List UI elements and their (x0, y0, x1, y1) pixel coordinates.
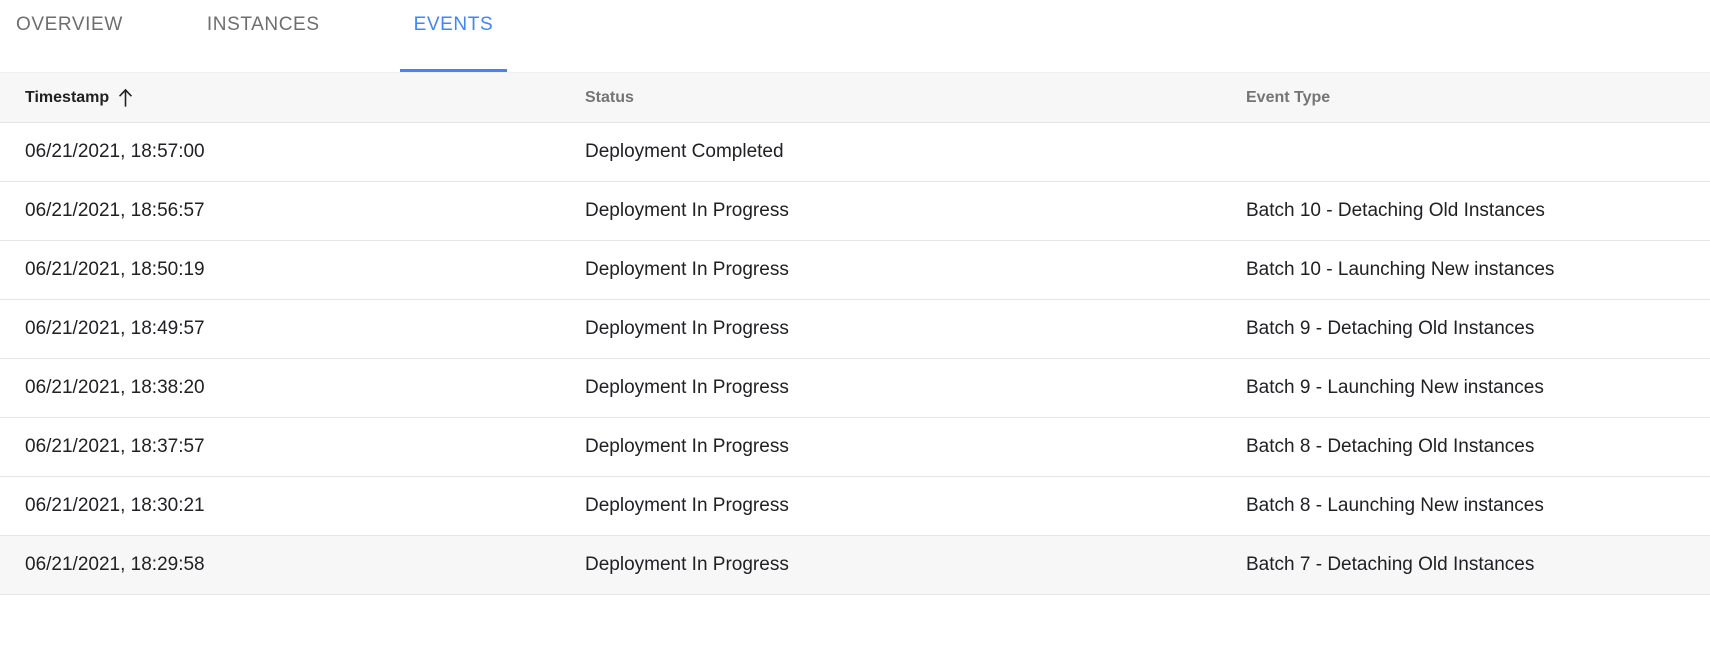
cell-timestamp: 06/21/2021, 18:29:58 (0, 535, 580, 595)
cell-timestamp-text: 06/21/2021, 18:29:58 (25, 554, 205, 575)
column-header-event-type-label: Event Type (1246, 88, 1331, 106)
cell-status-text: Deployment In Progress (585, 436, 789, 457)
cell-timestamp-text: 06/21/2021, 18:38:20 (25, 377, 205, 398)
arrow-up-icon (118, 88, 133, 107)
tab-instances-label: INSTANCES (206, 13, 320, 35)
tab-events[interactable]: EVENTS (399, 0, 508, 72)
cell-timestamp-text: 06/21/2021, 18:57:00 (25, 141, 205, 162)
tab-overview[interactable]: OVERVIEW (2, 0, 137, 72)
cell-status-text: Deployment In Progress (585, 377, 789, 398)
cell-event-type-text: Batch 8 - Launching New instances (1246, 495, 1544, 516)
cell-status-text: Deployment In Progress (585, 554, 789, 575)
column-header-status[interactable]: Status (580, 72, 1243, 123)
cell-timestamp-text: 06/21/2021, 18:49:57 (25, 318, 205, 339)
cell-event-type-text: Batch 7 - Detaching Old Instances (1246, 554, 1535, 575)
cell-event-type-text: Batch 9 - Launching New instances (1246, 377, 1544, 398)
cell-status: Deployment In Progress (580, 535, 1243, 595)
cell-event-type: Batch 9 - Launching New instances (1243, 358, 1710, 418)
table-row[interactable]: 06/21/2021, 18:56:57 Deployment In Progr… (0, 181, 1710, 241)
cell-status-text: Deployment Completed (585, 141, 784, 162)
cell-timestamp: 06/21/2021, 18:38:20 (0, 358, 580, 418)
table-row[interactable]: 06/21/2021, 18:57:00 Deployment Complete… (0, 122, 1710, 182)
cell-timestamp-text: 06/21/2021, 18:30:21 (25, 495, 205, 516)
cell-status: Deployment Completed (580, 122, 1243, 182)
tab-events-underline (399, 69, 508, 72)
cell-timestamp: 06/21/2021, 18:50:19 (0, 240, 580, 300)
cell-status: Deployment In Progress (580, 240, 1243, 300)
cell-event-type: Batch 9 - Detaching Old Instances (1243, 299, 1710, 359)
cell-timestamp: 06/21/2021, 18:30:21 (0, 476, 580, 536)
cell-status-text: Deployment In Progress (585, 259, 789, 280)
cell-event-type: Batch 8 - Launching New instances (1243, 476, 1710, 536)
cell-timestamp: 06/21/2021, 18:56:57 (0, 181, 580, 241)
cell-event-type: Batch 8 - Detaching Old Instances (1243, 417, 1710, 477)
column-header-timestamp-label: Timestamp (25, 88, 110, 106)
cell-event-type: Batch 10 - Launching New instances (1243, 240, 1710, 300)
table-row[interactable]: 06/21/2021, 18:30:21 Deployment In Progr… (0, 476, 1710, 536)
tab-events-label: EVENTS (413, 13, 494, 35)
table-row[interactable]: 06/21/2021, 18:37:57 Deployment In Progr… (0, 417, 1710, 477)
cell-status: Deployment In Progress (580, 358, 1243, 418)
cell-timestamp-text: 06/21/2021, 18:56:57 (25, 200, 205, 221)
cell-event-type-text: Batch 10 - Launching New instances (1246, 259, 1555, 280)
table-row[interactable]: 06/21/2021, 18:38:20 Deployment In Progr… (0, 358, 1710, 418)
column-header-timestamp[interactable]: Timestamp (0, 72, 580, 123)
cell-event-type-text: Batch 10 - Detaching Old Instances (1246, 200, 1545, 221)
events-table-head: Timestamp Status Event Type (0, 72, 1710, 123)
cell-status: Deployment In Progress (580, 417, 1243, 477)
table-row[interactable]: 06/21/2021, 18:49:57 Deployment In Progr… (0, 299, 1710, 359)
cell-timestamp-text: 06/21/2021, 18:50:19 (25, 259, 205, 280)
cell-status: Deployment In Progress (580, 476, 1243, 536)
events-table-body: 06/21/2021, 18:57:00 Deployment Complete… (0, 122, 1710, 595)
table-header-row: Timestamp Status Event Type (0, 72, 1710, 123)
cell-event-type-text: Batch 8 - Detaching Old Instances (1246, 436, 1535, 457)
cell-status-text: Deployment In Progress (585, 318, 789, 339)
column-header-event-type[interactable]: Event Type (1243, 72, 1710, 123)
cell-status: Deployment In Progress (580, 181, 1243, 241)
cell-event-type-text: Batch 9 - Detaching Old Instances (1246, 318, 1535, 339)
cell-timestamp: 06/21/2021, 18:57:00 (0, 122, 580, 182)
cell-event-type: Batch 10 - Detaching Old Instances (1243, 181, 1710, 241)
cell-status: Deployment In Progress (580, 299, 1243, 359)
cell-status-text: Deployment In Progress (585, 495, 789, 516)
cell-timestamp: 06/21/2021, 18:49:57 (0, 299, 580, 359)
cell-event-type (1243, 122, 1710, 182)
cell-status-text: Deployment In Progress (585, 200, 789, 221)
column-header-status-label: Status (585, 88, 634, 106)
table-row[interactable]: 06/21/2021, 18:29:58 Deployment In Progr… (0, 535, 1710, 595)
cell-timestamp: 06/21/2021, 18:37:57 (0, 417, 580, 477)
table-row[interactable]: 06/21/2021, 18:50:19 Deployment In Progr… (0, 240, 1710, 300)
events-table: Timestamp Status Event Type (0, 72, 1710, 595)
tab-overview-label: OVERVIEW (16, 13, 123, 35)
tab-instances[interactable]: INSTANCES (193, 0, 334, 72)
tab-overview-underline (2, 69, 137, 72)
cell-event-type: Batch 7 - Detaching Old Instances (1243, 535, 1710, 595)
cell-timestamp-text: 06/21/2021, 18:37:57 (25, 436, 205, 457)
tab-instances-underline (193, 69, 334, 72)
tab-bar: OVERVIEW INSTANCES EVENTS (0, 0, 1710, 72)
cell-event-type-text (1243, 123, 1710, 181)
